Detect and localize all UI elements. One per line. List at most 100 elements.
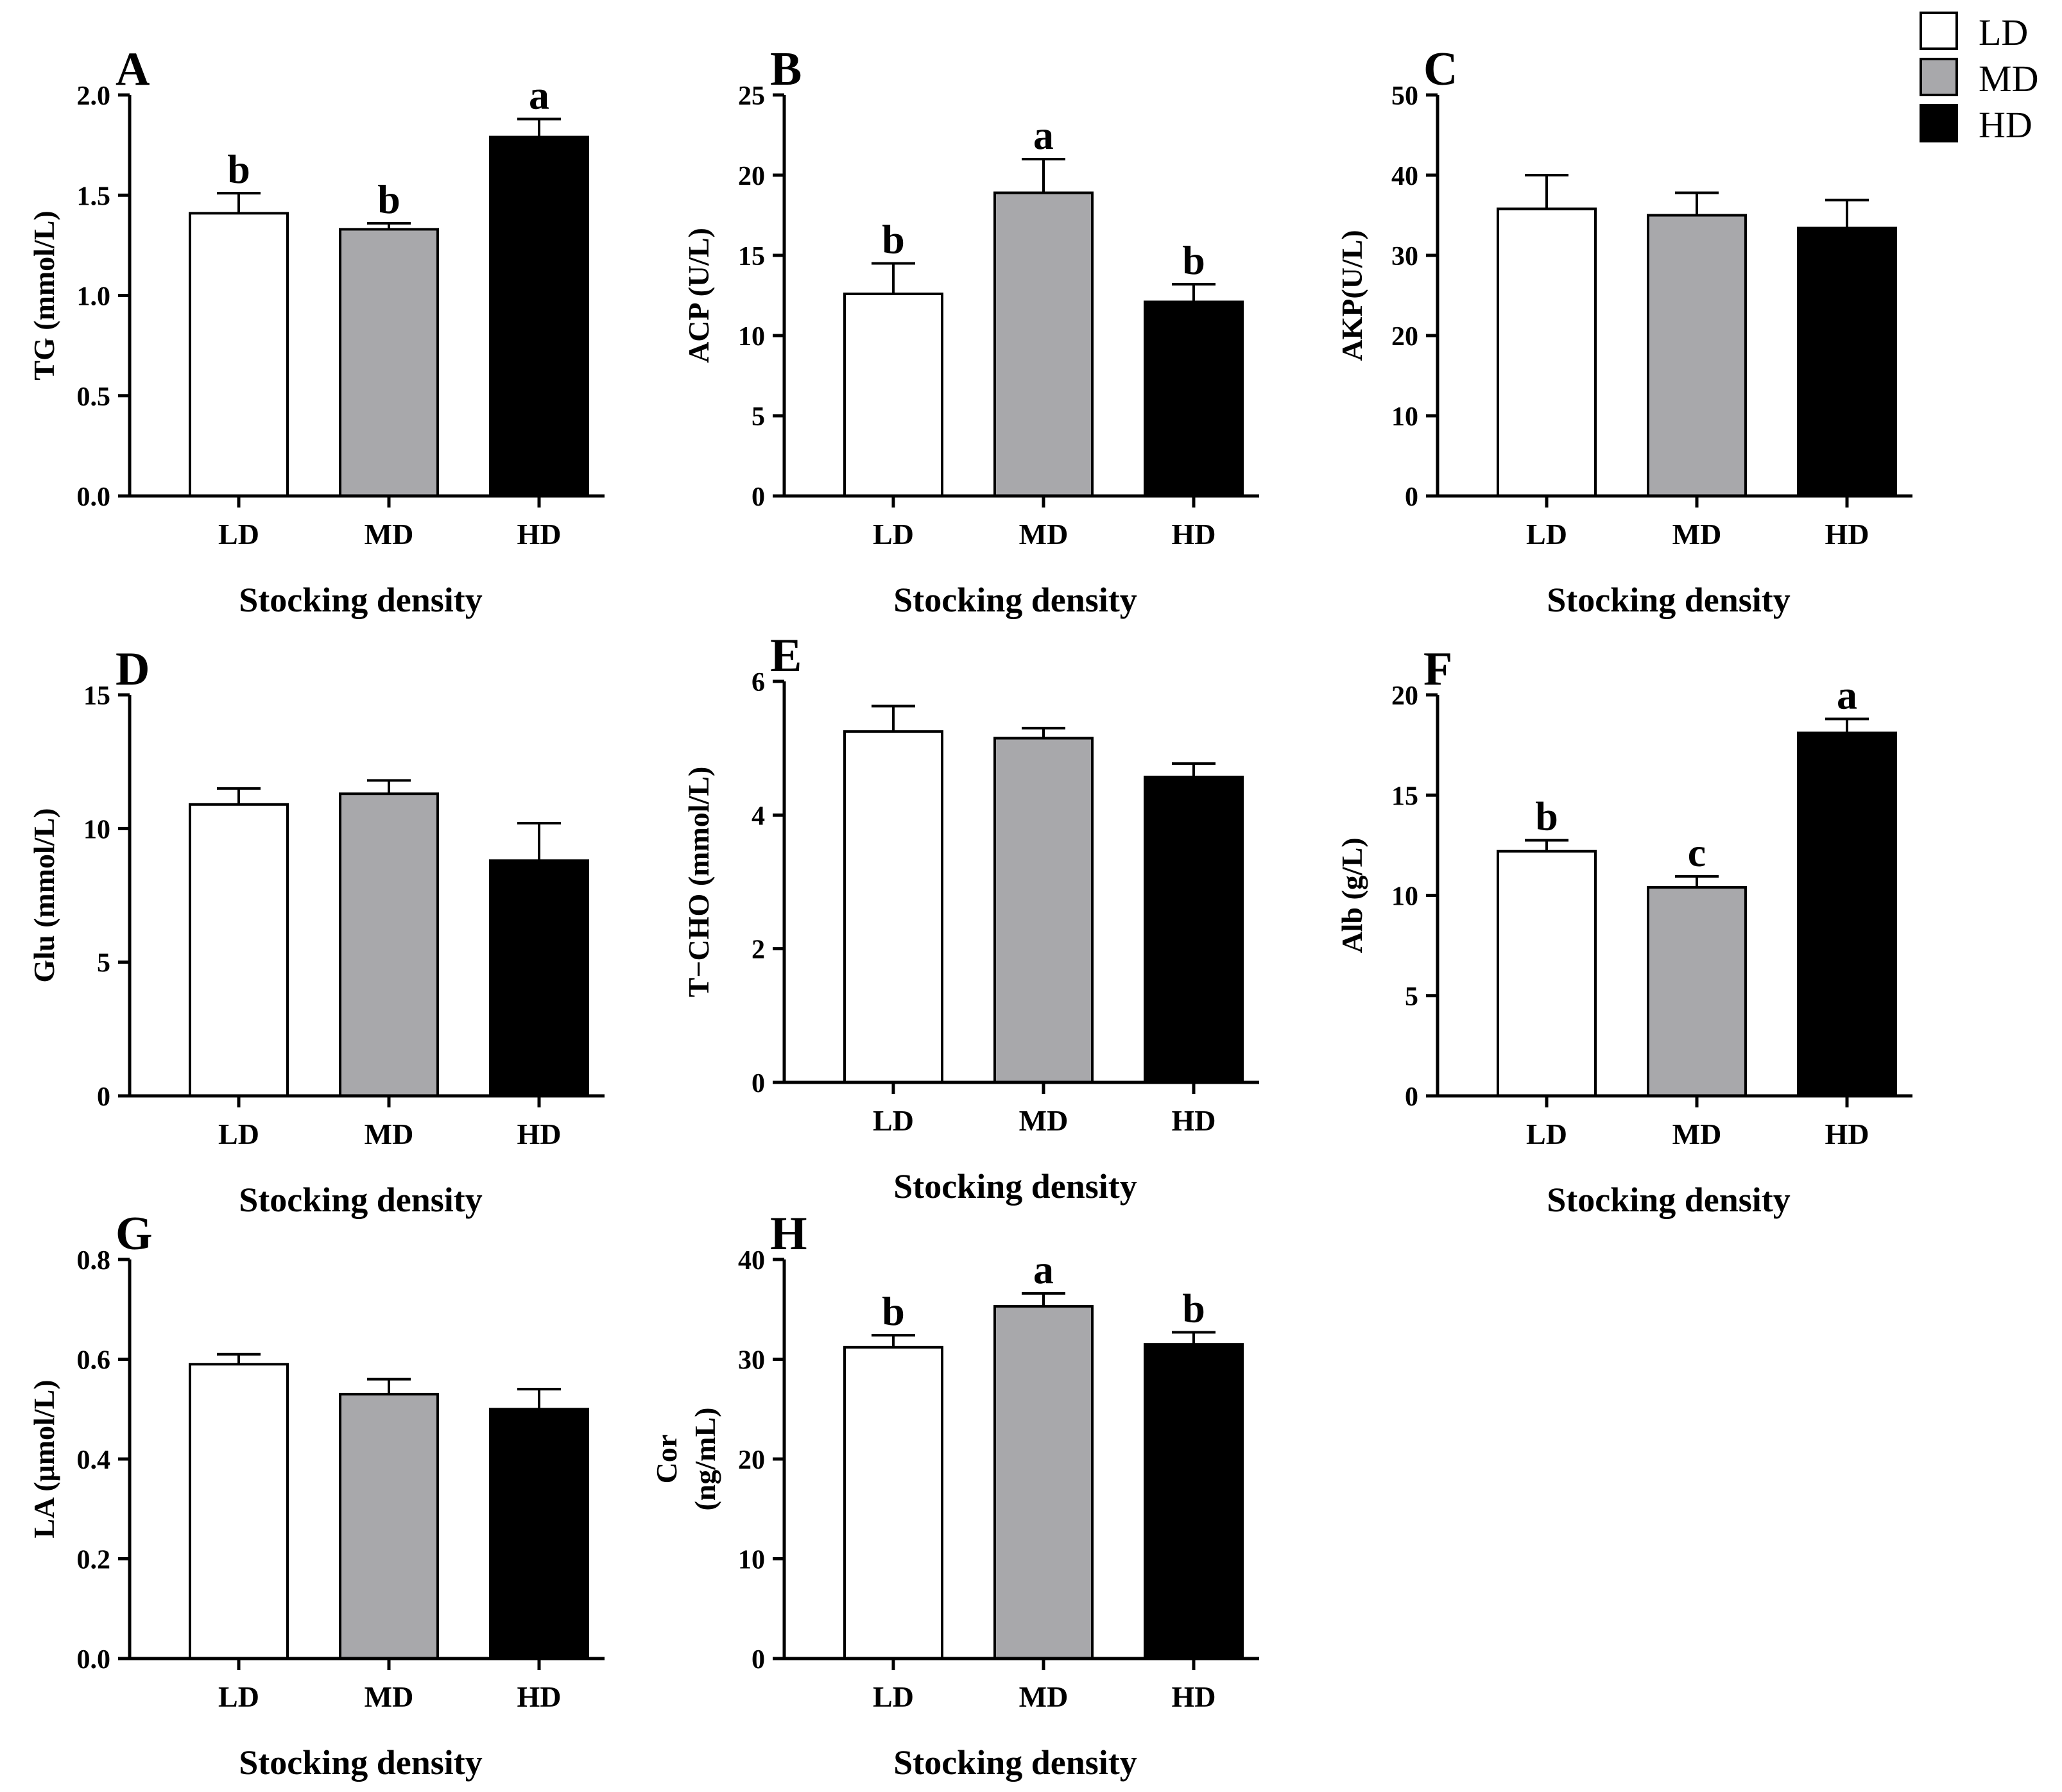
bar-ld [843, 730, 943, 1084]
bar-hd [1144, 300, 1244, 497]
x-tick-label: HD [1825, 518, 1869, 550]
y-tick-label: 2.0 [77, 81, 111, 111]
bar-md [339, 228, 439, 497]
y-axis-title: AKP(U/L) [1336, 230, 1368, 361]
x-tick-label: LD [873, 1104, 914, 1137]
bar-hd [489, 135, 589, 497]
panel-label: D [116, 643, 150, 695]
panel-label: F [1423, 643, 1452, 695]
significance-letter: a [1033, 1247, 1054, 1292]
panel-b: B 0 5 10 15 20 25 b LD a MD b HD Stocking density ACP … [682, 43, 1259, 619]
bar-md [1647, 886, 1747, 1097]
y-tick-label: 15 [83, 681, 110, 711]
bar-hd [1144, 775, 1244, 1084]
legend-label-hd: HD [1979, 104, 2032, 146]
x-tick-label: MD [1019, 518, 1069, 550]
x-axis-title: Stocking density [893, 1167, 1137, 1206]
legend-swatch-md [1920, 58, 1958, 96]
panel-f: F 0 5 10 15 20 b LD c MD a HD Stocking density Alb (g… [1336, 643, 1912, 1219]
y-tick-label: 20 [738, 162, 765, 191]
significance-letter: c [1688, 830, 1706, 875]
x-tick-label: MD [365, 1118, 414, 1150]
significance-letter: b [1182, 1286, 1205, 1331]
bar-md [339, 1392, 439, 1660]
y-tick-label: 40 [1391, 162, 1418, 191]
bar-hd [1144, 1343, 1244, 1660]
bar-md [339, 792, 439, 1097]
x-tick-label: HD [517, 518, 562, 550]
bar-hd [1797, 226, 1897, 497]
y-tick-label: 10 [1391, 402, 1418, 432]
y-tick-label: 0 [752, 482, 765, 512]
x-tick-label: HD [1172, 1680, 1216, 1713]
y-tick-label: 6 [752, 668, 765, 697]
bar-hd [489, 859, 589, 1098]
y-tick-label: 5 [1405, 982, 1418, 1012]
x-tick-label: MD [365, 1680, 414, 1713]
panel-label: B [770, 43, 802, 96]
x-tick-label: LD [218, 518, 259, 550]
y-tick-label: 0.8 [77, 1246, 111, 1276]
bar-ld [189, 1363, 289, 1660]
y-tick-label: 10 [1391, 882, 1418, 912]
x-tick-label: HD [517, 1680, 562, 1713]
significance-letter: b [882, 217, 905, 262]
y-tick-label: 20 [1391, 681, 1418, 711]
bar-hd [1797, 731, 1897, 1097]
x-axis-title: Stocking density [1547, 1181, 1791, 1219]
significance-letter: a [1033, 112, 1054, 158]
bar-md [1647, 214, 1747, 497]
y-tick-label: 0.4 [77, 1446, 111, 1475]
bar-hd [489, 1408, 589, 1660]
bar-ld [189, 212, 289, 497]
x-axis-title: Stocking density [239, 1181, 483, 1219]
panel-g: G 0.0 0.2 0.4 0.6 0.8 LD MD HD Stocking density LA… [28, 1207, 605, 1782]
y-tick-label: 30 [1391, 242, 1418, 271]
y-tick-label: 15 [1391, 781, 1418, 811]
y-tick-label: 1.5 [77, 182, 111, 211]
y-tick-label: 2 [752, 935, 765, 965]
y-tick-label: 20 [1391, 322, 1418, 352]
x-tick-label: LD [1526, 1118, 1567, 1150]
panel-d: D 0 5 10 15 LD MD HD Stocking density Glu (mmol/L… [28, 643, 605, 1219]
legend-swatch-ld [1920, 12, 1958, 50]
y-axis-title: LA (μmol/L) [28, 1379, 60, 1538]
x-tick-label: LD [218, 1118, 259, 1150]
y-tick-label: 4 [752, 801, 765, 831]
panel-e: E 0 2 4 6 LD MD HD Stocking density T−CHO (mmol/L… [682, 629, 1259, 1206]
legend-label-md: MD [1979, 58, 2038, 99]
panel-c: C 0 10 20 30 40 50 LD MD HD Stocking density AKP(U/… [1336, 43, 1912, 619]
y-tick-label: 5 [752, 402, 765, 432]
y-tick-label: 10 [83, 815, 110, 844]
significance-letter: b [882, 1288, 905, 1334]
panel-label: H [770, 1207, 807, 1260]
x-tick-label: MD [1019, 1680, 1069, 1713]
y-axis-title: Alb (g/L) [1336, 837, 1368, 953]
y-tick-label: 20 [738, 1446, 765, 1475]
y-tick-label: 0 [752, 1645, 765, 1675]
y-axis-title: Cor [650, 1435, 683, 1484]
y-tick-label: 0 [1405, 482, 1418, 512]
legend-label-ld: LD [1979, 12, 2028, 53]
x-axis-title: Stocking density [1547, 581, 1791, 619]
legend-swatch-hd [1920, 104, 1958, 142]
panel-a: A 0.0 0.5 1.0 1.5 2.0 b LD b MD a HD Stocking densit… [28, 43, 605, 619]
x-axis-title: Stocking density [239, 1743, 483, 1782]
bar-ld [843, 1345, 943, 1660]
significance-letter: a [1837, 672, 1857, 718]
bar-ld [843, 293, 943, 497]
y-tick-label: 0.2 [77, 1546, 111, 1575]
y-tick-label: 1.0 [77, 282, 111, 312]
significance-letter: b [1535, 794, 1558, 839]
panel-label: E [770, 629, 802, 682]
bar-md [993, 191, 1094, 497]
y-axis-title: ACP (U/L) [682, 228, 715, 363]
y-tick-label: 30 [738, 1346, 765, 1376]
x-tick-label: HD [1172, 1104, 1216, 1137]
legend: LD MD HD [1920, 12, 2038, 146]
panel-label: A [116, 43, 150, 96]
x-tick-label: MD [1019, 1104, 1069, 1137]
bar-md [993, 1305, 1094, 1660]
y-tick-label: 0.0 [77, 1645, 111, 1675]
